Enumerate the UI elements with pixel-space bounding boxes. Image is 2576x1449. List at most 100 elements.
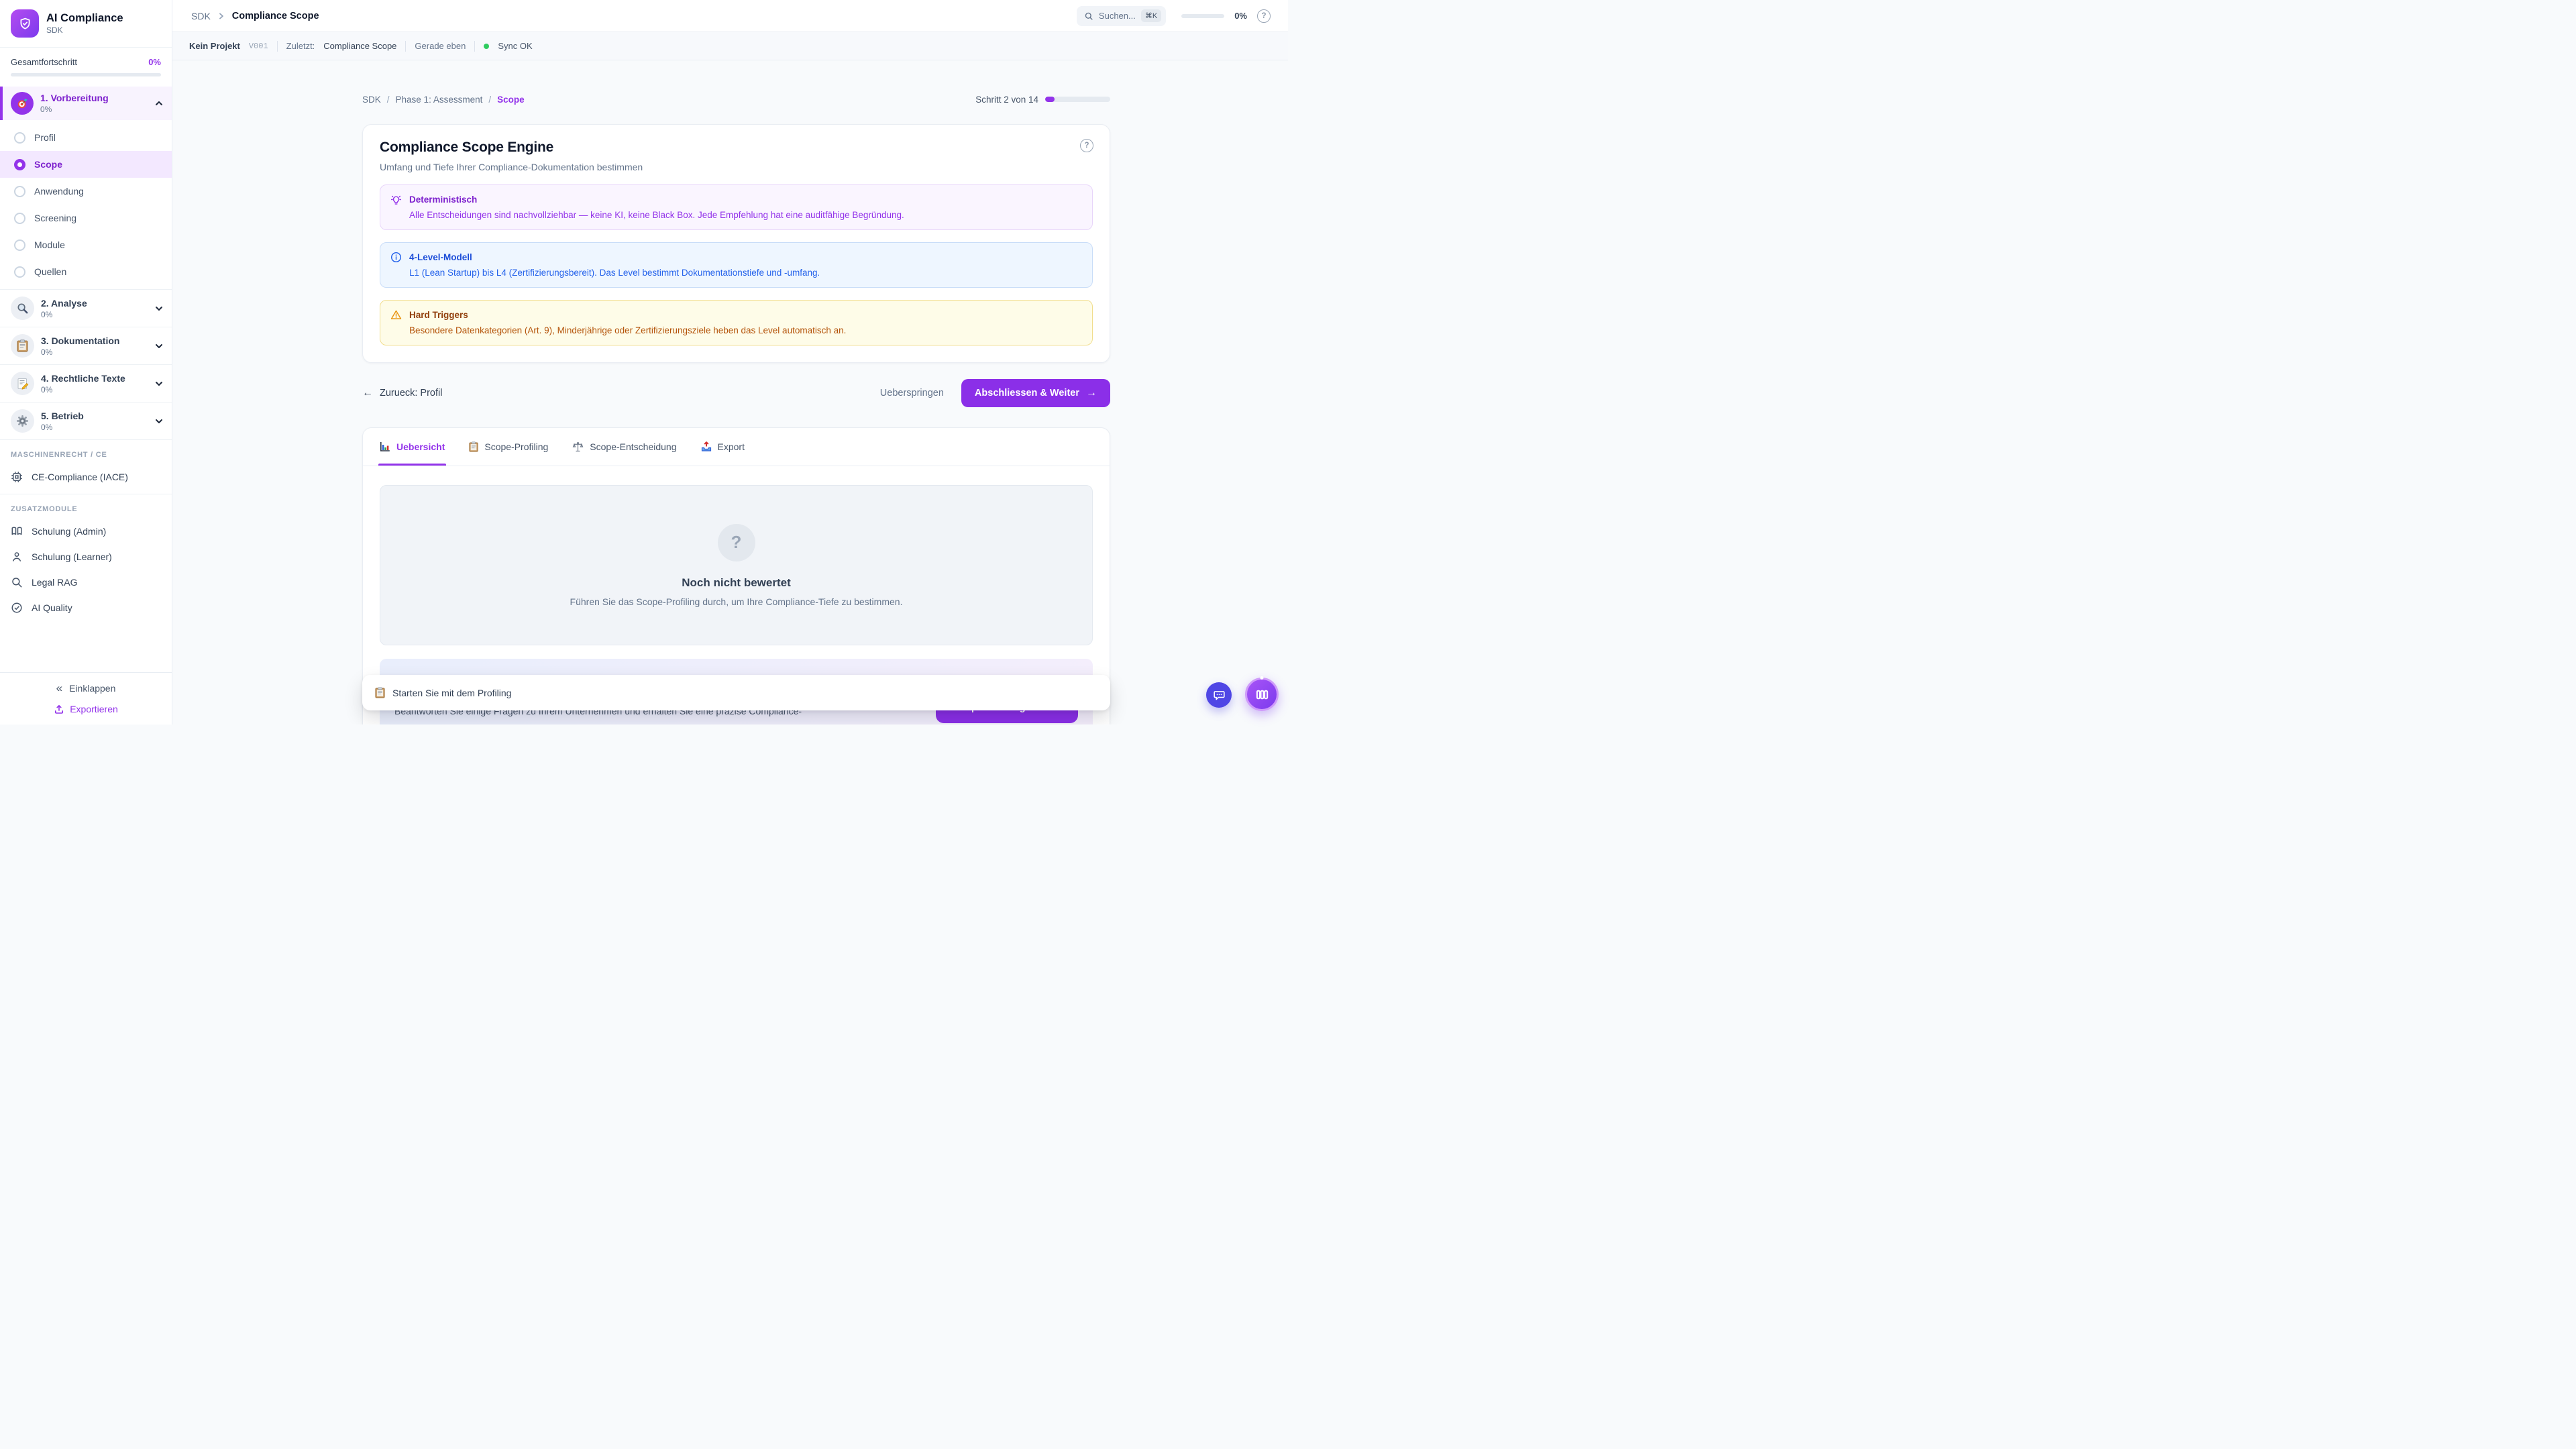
radio-icon xyxy=(14,266,25,278)
subitem-label: Anwendung xyxy=(34,186,84,197)
last-value: Compliance Scope xyxy=(323,41,397,51)
breadcrumb-sdk[interactable]: SDK xyxy=(362,94,381,105)
subitem-label: Module xyxy=(34,239,65,250)
app-header: AI Compliance SDK xyxy=(0,0,172,48)
memo-pencil-icon xyxy=(11,372,34,395)
breadcrumb-root[interactable]: SDK xyxy=(191,10,211,21)
project-name: Kein Projekt xyxy=(189,41,240,51)
breadcrumb-separator: / xyxy=(386,94,390,105)
radio-icon xyxy=(14,131,25,144)
divider xyxy=(474,40,476,52)
sidebar-footer: « Einklappen Exportieren xyxy=(0,672,172,724)
page-subtitle: Umfang und Tiefe Ihrer Compliance-Dokume… xyxy=(380,162,643,172)
section-label-maschinenrecht: MASCHINENRECHT / CE xyxy=(11,451,107,459)
complete-next-button[interactable]: Abschliessen & Weiter → xyxy=(961,379,1110,408)
sidebar-phase-vorbereitung[interactable]: 1. Vorbereitung 0% xyxy=(0,87,172,120)
info-box-title: Hard Triggers xyxy=(409,310,468,321)
help-icon[interactable]: ? xyxy=(1257,9,1271,23)
divider xyxy=(0,289,172,290)
question-mark-icon: ? xyxy=(717,523,755,561)
breadcrumb-current: Compliance Scope xyxy=(231,10,319,21)
sidebar: AI Compliance SDK Gesamtfortschritt 0% 1… xyxy=(0,0,172,724)
info-icon xyxy=(390,252,402,263)
breadcrumb-scope: Scope xyxy=(497,94,525,105)
sidebar-phase-analyse[interactable]: 2. Analyse 0% xyxy=(0,290,172,327)
empty-state-text: Führen Sie das Scope-Profiling durch, um… xyxy=(570,596,903,607)
step-progress-bar xyxy=(1045,97,1110,102)
tab-export[interactable]: Export xyxy=(701,428,745,466)
phase-label: 5. Betrieb xyxy=(41,410,84,421)
radio-icon xyxy=(14,212,25,224)
toast-notification: Starten Sie mit dem Profiling xyxy=(362,675,1110,710)
sidebar-item-ce-compliance[interactable]: CE-Compliance (IACE) xyxy=(0,464,172,490)
page-breadcrumb: SDK / Phase 1: Assessment / Scope Schrit… xyxy=(362,93,1110,106)
sidebar-item-profil[interactable]: Profil xyxy=(0,124,172,151)
search-icon xyxy=(11,576,23,588)
subitem-label: Profil xyxy=(34,132,56,143)
back-button[interactable]: ← Zurueck: Profil xyxy=(362,387,442,399)
sidebar-item-scope[interactable]: Scope xyxy=(0,151,172,178)
clipboard-icon xyxy=(11,334,34,358)
skip-button[interactable]: Ueberspringen xyxy=(879,388,944,399)
target-icon xyxy=(11,92,34,115)
info-box-4-level-modell: 4-Level-Modell L1 (Lean Startup) bis L4 … xyxy=(380,242,1093,288)
chat-button[interactable] xyxy=(1206,682,1232,708)
sidebar-item-label: Schulung (Admin) xyxy=(32,526,107,537)
header-progress-value: 0% xyxy=(1234,11,1247,21)
search-input[interactable]: Suchen... ⌘K xyxy=(1076,5,1167,26)
sidebar-item-label: Legal RAG xyxy=(32,577,78,588)
topbar: SDK Compliance Scope Suchen... ⌘K 0% ? xyxy=(172,0,1288,32)
clipboard-icon xyxy=(469,441,478,452)
phase-percent: 0% xyxy=(41,347,53,357)
phase-label: 1. Vorbereitung xyxy=(40,93,109,103)
sidebar-item-legal-rag[interactable]: Legal RAG xyxy=(0,570,172,595)
clipboard-icon xyxy=(375,687,385,698)
sidebar-item-module[interactable]: Module xyxy=(0,231,172,258)
sidebar-phase-dokumentation[interactable]: 3. Dokumentation 0% xyxy=(0,327,172,365)
main-area: SDK / Phase 1: Assessment / Scope Schrit… xyxy=(172,60,1288,724)
sidebar-phase-rechtliche-texte[interactable]: 4. Rechtliche Texte 0% xyxy=(0,365,172,402)
arrow-left-icon: ← xyxy=(362,387,373,399)
version-badge: V001 xyxy=(248,41,268,51)
app-logo xyxy=(11,9,39,38)
collapse-label: Einklappen xyxy=(69,682,116,694)
info-box-hard-triggers: Hard Triggers Besondere Datenkategorien … xyxy=(380,300,1093,346)
timestamp: Gerade eben xyxy=(415,41,466,51)
export-button[interactable]: Exportieren xyxy=(54,704,118,714)
next-label: Abschliessen & Weiter xyxy=(974,388,1079,399)
sidebar-item-ai-quality[interactable]: AI Quality xyxy=(0,595,172,621)
app-subtitle: SDK xyxy=(46,25,63,36)
book-open-icon xyxy=(11,525,23,537)
sidebar-item-quellen[interactable]: Quellen xyxy=(0,258,172,285)
chat-bubble-icon xyxy=(1213,689,1226,702)
divider xyxy=(405,40,407,52)
breadcrumb-phase[interactable]: Phase 1: Assessment xyxy=(395,94,483,105)
sidebar-item-anwendung[interactable]: Anwendung xyxy=(0,178,172,205)
sidebar-item-schulung-admin[interactable]: Schulung (Admin) xyxy=(0,519,172,544)
radio-icon xyxy=(14,185,25,197)
subitem-label: Screening xyxy=(34,213,77,223)
info-box-title: 4-Level-Modell xyxy=(409,252,472,263)
sidebar-phase-betrieb[interactable]: 5. Betrieb 0% xyxy=(0,402,172,440)
phase-percent: 0% xyxy=(41,384,53,394)
tab-uebersicht[interactable]: Uebersicht xyxy=(378,428,447,466)
sidebar-item-schulung-learner[interactable]: Schulung (Learner) xyxy=(0,544,172,570)
section-label-zusatzmodule: ZUSATZMODULE xyxy=(11,505,78,513)
shield-check-icon xyxy=(18,17,32,31)
tab-scope-entscheidung[interactable]: Scope-Entscheidung xyxy=(572,428,677,466)
cpu-icon xyxy=(11,471,23,483)
phase-percent: 0% xyxy=(40,105,52,114)
check-circle-icon xyxy=(11,602,23,614)
help-icon[interactable]: ? xyxy=(1080,139,1093,152)
upload-icon xyxy=(54,704,64,714)
info-box-text: L1 (Lean Startup) bis L4 (Zertifizierung… xyxy=(409,267,820,278)
overall-progress-value: 0% xyxy=(148,57,161,67)
panel-toggle-button[interactable] xyxy=(1245,678,1279,711)
collapse-sidebar-button[interactable]: « Einklappen xyxy=(56,682,116,694)
wizard-actions: ← Zurueck: Profil Ueberspringen Abschlie… xyxy=(362,379,1110,408)
sidebar-item-screening[interactable]: Screening xyxy=(0,205,172,231)
radio-icon xyxy=(14,239,25,251)
tab-scope-profiling[interactable]: Scope-Profiling xyxy=(469,428,548,466)
phase-label: 3. Dokumentation xyxy=(41,335,120,346)
columns-icon xyxy=(1255,688,1269,702)
